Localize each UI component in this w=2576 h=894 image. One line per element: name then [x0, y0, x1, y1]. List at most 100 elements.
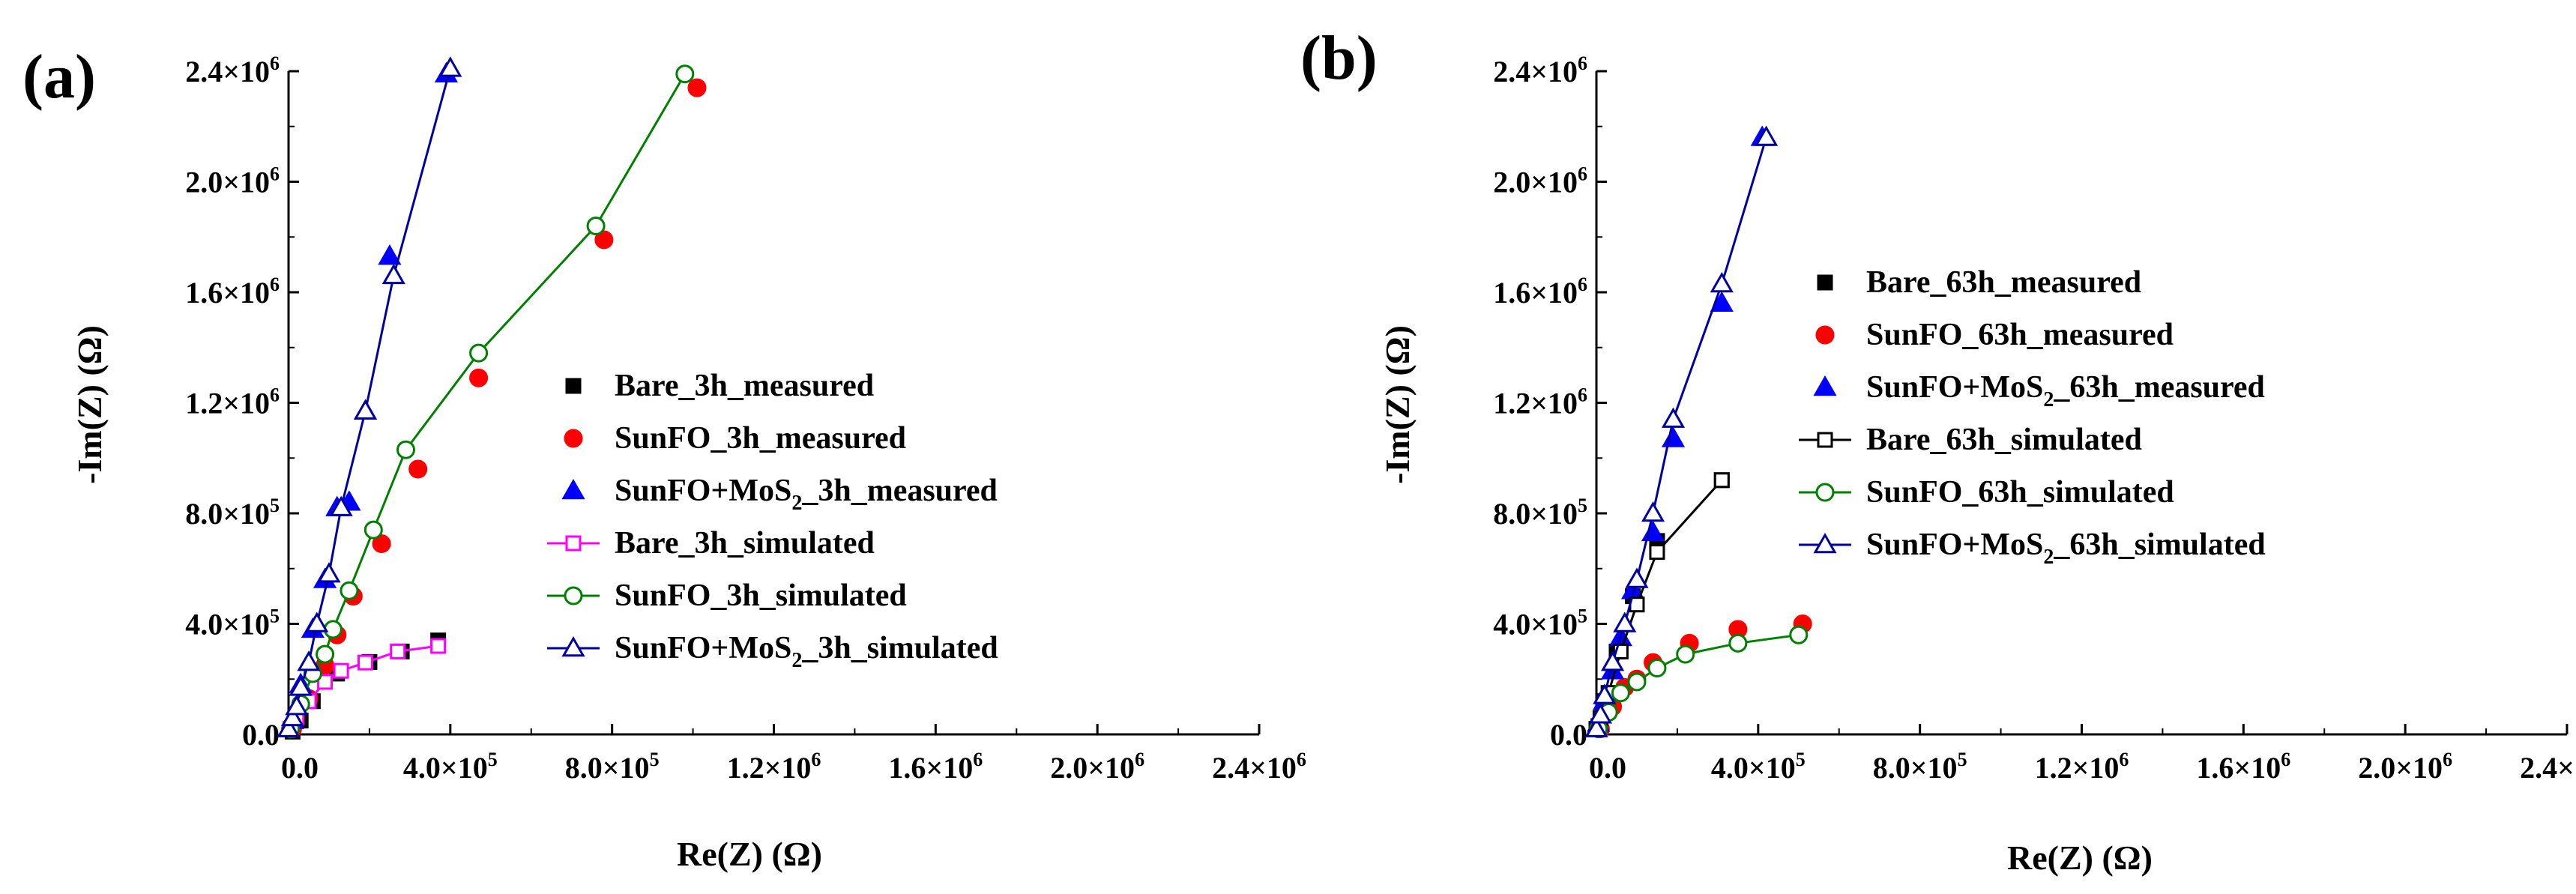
x-tick-label: 0.0 [281, 751, 319, 785]
legend-label: SunFO+MoS2_63h_simulated [1866, 528, 2266, 569]
data-point [1676, 644, 1695, 664]
x-tick-label: 2.0×106 [1050, 749, 1144, 785]
data-point [329, 495, 353, 516]
panel-label: (a) [22, 42, 96, 112]
series-sunfo-mos2-3h-simulated [277, 56, 462, 737]
legend: Bare_63h_measured SunFO_63h_measured SunFO… [1799, 265, 2266, 569]
y-axis-title: -Im(Z) (Ω) [1378, 325, 1417, 484]
data-point [353, 399, 378, 420]
legend-marker [1817, 432, 1833, 448]
y-tick-label: 1.6×106 [1493, 274, 1587, 309]
data-point [1593, 683, 1617, 704]
x-tick-label: 1.2×106 [2035, 749, 2129, 785]
data-point [396, 440, 415, 459]
legend-marker [564, 586, 583, 605]
data-point [1710, 271, 1734, 293]
legend-label: SunFO_63h_simulated [1866, 475, 2174, 510]
series-line [1595, 137, 1768, 730]
data-point [408, 459, 428, 479]
legend: Bare_3h_measured SunFO_3h_measured SunFO+M… [547, 369, 998, 672]
data-point [469, 343, 489, 363]
data-point [1600, 650, 1625, 671]
panel-label: (b) [1300, 23, 1378, 93]
legend-marker [1815, 325, 1835, 345]
data-point [1627, 672, 1647, 692]
data-point [586, 217, 606, 235]
data-point [316, 644, 335, 664]
legend-label: Bare_3h_measured [615, 369, 874, 403]
panel-a: (a) 0.0 4.0×105 8.0×105 1.2×106 1.6×106 2.0×10… [22, 42, 1306, 873]
y-axis-title: -Im(Z) (Ω) [70, 325, 109, 484]
data-point [317, 562, 341, 583]
x-tick-label: 2.4×106 [1212, 749, 1306, 785]
data-point [1649, 544, 1665, 561]
x-tick-label: 8.0×105 [565, 749, 660, 785]
data-point [317, 674, 334, 690]
data-point [305, 611, 329, 632]
data-point [358, 654, 374, 671]
y-tick-label: 4.0×105 [185, 605, 280, 641]
x-tick-label: 8.0×105 [1873, 749, 1967, 785]
panel-b: (b) 0.0 4.0×105 8.0×105 1.2×106 1.6×106 2.0×10… [1300, 23, 2576, 877]
y-tick-label: 1.6×106 [185, 274, 280, 309]
y-tick-label: 2.0×106 [185, 163, 280, 199]
legend-marker [564, 429, 583, 448]
x-tick-label: 1.2×106 [727, 749, 821, 785]
data-point [323, 620, 343, 639]
y-tick-label: 4.0×105 [1493, 605, 1587, 641]
x-tick-label: 4.0×105 [1711, 749, 1806, 785]
data-point [390, 643, 406, 659]
y-tick-label: 2.4×106 [185, 52, 280, 88]
data-point [1661, 407, 1686, 428]
data-point [1755, 125, 1779, 146]
legend-marker [561, 635, 585, 657]
data-point [1710, 291, 1734, 312]
legend-label: Bare_63h_measured [1866, 265, 2141, 300]
y-tick-label: 8.0×105 [185, 495, 280, 531]
data-point [687, 78, 707, 97]
data-point [430, 638, 447, 654]
data-point [1588, 703, 1612, 724]
data-point [438, 56, 462, 77]
y-tick-label: 1.2×106 [1493, 384, 1587, 420]
data-point [1647, 659, 1667, 677]
legend-label: SunFO+MoS2_3h_measured [615, 474, 998, 515]
data-point [280, 705, 304, 727]
legend-label: SunFO_3h_simulated [615, 579, 907, 613]
x-tick-label: 4.0×105 [403, 749, 498, 785]
data-point [1728, 633, 1748, 653]
legend-label: SunFO_3h_measured [615, 421, 906, 456]
legend-label: Bare_3h_simulated [615, 526, 875, 561]
data-point [675, 64, 695, 84]
legend-marker [1813, 375, 1837, 396]
data-point [594, 230, 614, 250]
legend-marker [1815, 483, 1835, 502]
legend-marker [1813, 532, 1837, 554]
data-point [1625, 567, 1649, 588]
series-sunfo-mos2-63h-simulated [1584, 125, 1779, 737]
data-point [372, 534, 391, 554]
legend-label: SunFO+MoS2_63h_measured [1866, 370, 2265, 411]
legend-label: Bare_63h_simulated [1866, 423, 2142, 457]
data-point [340, 581, 359, 600]
y-tick-label: 8.0×105 [1493, 495, 1587, 531]
data-point [1641, 501, 1665, 522]
legend-marker [565, 535, 582, 552]
y-tick-label: 0.0 [242, 718, 280, 752]
x-tick-label: 2.4×106 [2520, 749, 2576, 785]
data-point [364, 520, 383, 540]
series-sunfo-63h-simulated [1589, 625, 1809, 739]
y-tick-label: 2.0×106 [1493, 163, 1587, 199]
x-tick-label: 2.0×106 [2358, 749, 2452, 785]
x-tick-label: 1.6×106 [2196, 749, 2290, 785]
data-point [1789, 625, 1809, 644]
x-axis-title: Re(Z) (Ω) [677, 835, 822, 873]
data-point [285, 695, 309, 716]
legend-marker [1817, 274, 1833, 291]
data-point [1611, 683, 1630, 703]
legend-label: SunFO_63h_measured [1866, 318, 2174, 352]
data-point [1713, 472, 1730, 489]
data-point [1613, 611, 1637, 632]
y-tick-label: 1.2×106 [185, 384, 280, 420]
